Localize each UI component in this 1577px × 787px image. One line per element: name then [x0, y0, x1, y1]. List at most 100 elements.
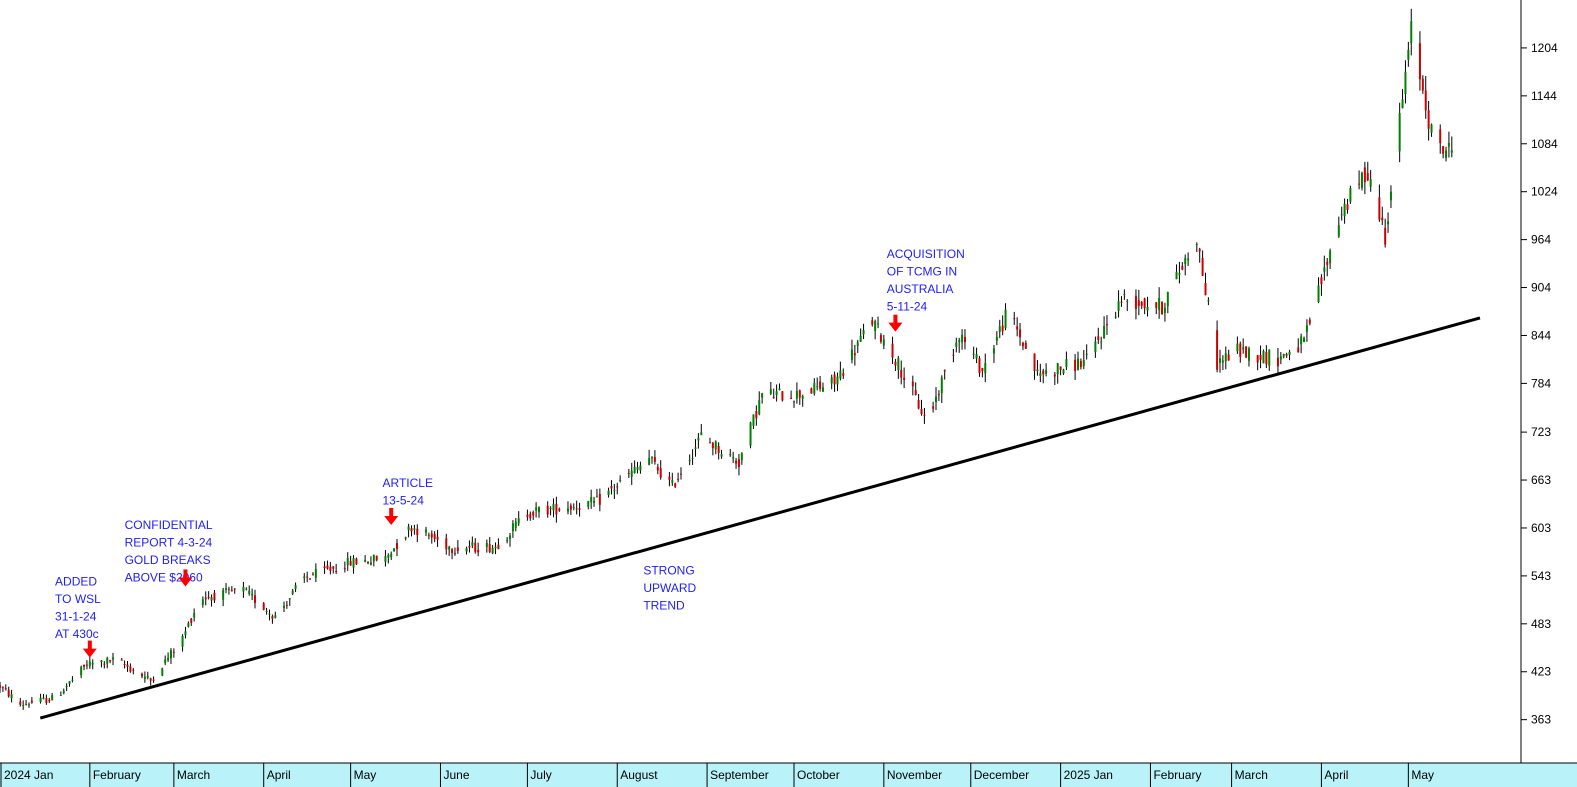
- candle-body: [1384, 227, 1387, 245]
- candle-body: [923, 414, 926, 416]
- candle-body: [355, 558, 358, 565]
- candle-body: [251, 593, 254, 596]
- candle-body: [167, 657, 170, 661]
- candle-body: [1094, 341, 1097, 353]
- candle-body: [1146, 307, 1149, 311]
- x-month-label: May: [354, 768, 377, 782]
- candle-body: [210, 597, 213, 601]
- candle-body: [1065, 359, 1068, 367]
- candle-body: [4, 688, 7, 690]
- candle-body: [140, 673, 143, 677]
- candle-body: [671, 480, 674, 483]
- candle-body: [227, 588, 230, 590]
- annotation-text: CONFIDENTIAL: [125, 518, 213, 532]
- candle-body: [1369, 179, 1372, 187]
- candle-body: [471, 542, 474, 546]
- candle-body: [694, 447, 697, 450]
- candle-body: [393, 548, 396, 552]
- candle-body: [1175, 271, 1178, 280]
- candle-body: [1308, 319, 1311, 324]
- candle-body: [172, 651, 175, 653]
- candle-body: [222, 589, 225, 600]
- candle-body: [1450, 150, 1453, 153]
- candle-body: [952, 354, 955, 356]
- candle-body: [282, 605, 285, 608]
- candle-body: [575, 508, 578, 510]
- candle-body: [1117, 301, 1120, 311]
- candle-body: [958, 340, 961, 343]
- annotation-text: ADDED: [55, 574, 97, 588]
- candle-body: [1418, 43, 1421, 80]
- candle-body: [306, 576, 309, 578]
- candle-body: [1285, 353, 1288, 356]
- candle-body: [894, 361, 897, 366]
- candle-body: [1378, 197, 1381, 220]
- candle-body: [633, 466, 636, 474]
- candle-body: [1239, 343, 1242, 357]
- candle-body: [679, 473, 682, 475]
- x-month-label: April: [267, 768, 291, 782]
- candle-body: [485, 542, 488, 548]
- candle-body: [1216, 330, 1219, 370]
- candle-body: [88, 661, 91, 667]
- y-tick-label: 784: [1531, 376, 1551, 390]
- candle-body: [491, 547, 494, 554]
- candle-body: [1204, 283, 1207, 296]
- candle-body: [677, 478, 680, 480]
- annotation-text: STRONG: [643, 563, 694, 577]
- candle-body: [332, 566, 335, 569]
- candle-body: [303, 576, 306, 579]
- candle-body: [80, 666, 83, 676]
- arrow-down-icon: [178, 577, 193, 587]
- candle-body: [1439, 129, 1442, 144]
- candle-body: [372, 554, 375, 562]
- trendline: [39, 316, 1481, 720]
- candle-body: [1062, 369, 1065, 374]
- candle-body: [761, 393, 764, 398]
- candle-body: [390, 553, 393, 558]
- candle-body: [245, 588, 248, 590]
- candle-body: [636, 467, 639, 470]
- candle-body: [529, 514, 532, 519]
- y-tick-label: 363: [1531, 713, 1551, 727]
- candle-body: [1447, 142, 1450, 147]
- candle-body: [494, 546, 497, 549]
- candle-body: [813, 382, 816, 394]
- candle-body: [859, 335, 862, 342]
- candle-body: [39, 697, 42, 703]
- candle-body: [1337, 225, 1340, 237]
- candle-body: [555, 503, 558, 515]
- annotations-layer: ADDED TO WSL 31-1-24 AT 430c CONFIDENTIAL REP…: [55, 247, 965, 658]
- candle-body: [132, 669, 135, 671]
- candle-body: [1358, 183, 1361, 185]
- candle-body: [468, 545, 471, 548]
- candle-body: [720, 454, 723, 457]
- candle-body: [497, 544, 500, 550]
- candle-body: [100, 660, 103, 663]
- x-month-label: October: [797, 768, 840, 782]
- candle-body: [410, 528, 413, 532]
- candle-body: [27, 704, 30, 706]
- x-month-label: June: [443, 768, 469, 782]
- x-axis-band: [0, 763, 1577, 787]
- candle-body: [62, 690, 65, 694]
- x-month-label: March: [177, 768, 210, 782]
- candle-body: [572, 506, 575, 508]
- candle-body: [1097, 336, 1100, 341]
- annotation-text: AUSTRALIA: [887, 282, 954, 296]
- y-tick-label: 1144: [1531, 89, 1557, 103]
- y-tick-label: 1084: [1531, 137, 1558, 151]
- candle-body: [164, 659, 167, 664]
- candle-body: [120, 659, 123, 661]
- candle-body: [42, 697, 45, 699]
- candle-body: [891, 343, 894, 358]
- candle-body: [1407, 49, 1410, 60]
- annotation-text: 31-1-24: [55, 609, 97, 623]
- candle-body: [674, 483, 677, 487]
- candle-body: [83, 664, 86, 667]
- candle-body: [1024, 342, 1027, 349]
- y-axis: 363 423 483 543 603 663 723 784 844 904 964 1024 108…: [1520, 0, 1558, 763]
- candle-body: [451, 549, 454, 553]
- candle-body: [882, 339, 885, 346]
- candle-body: [627, 473, 630, 475]
